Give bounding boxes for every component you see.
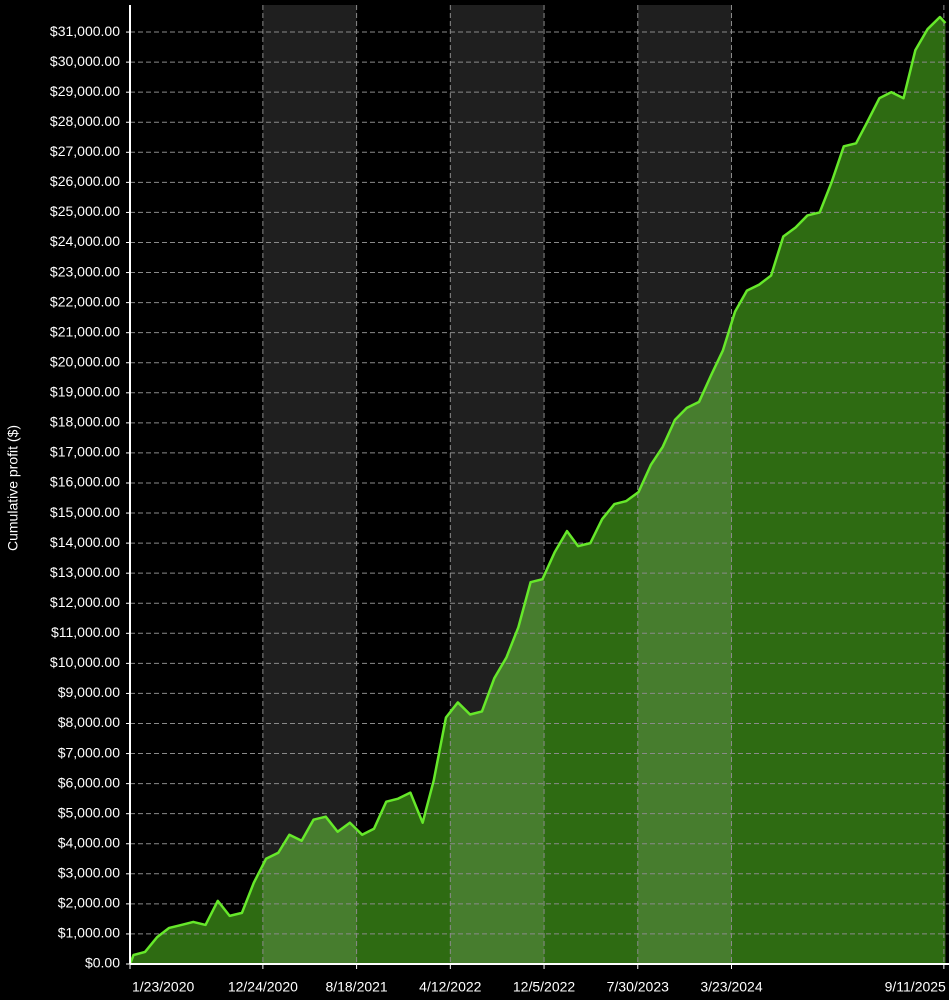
y-tick-label: $0.00	[85, 955, 120, 971]
y-tick-label: $26,000.00	[50, 173, 120, 189]
y-tick-label: $4,000.00	[58, 834, 120, 850]
y-tick-label: $16,000.00	[50, 474, 120, 490]
x-tick-label: 1/23/2020	[132, 979, 194, 995]
y-axis-label: Cumulative profit ($)	[5, 425, 21, 551]
y-tick-label: $3,000.00	[58, 865, 120, 881]
band	[637, 5, 732, 964]
y-tick-label: $19,000.00	[50, 384, 120, 400]
y-tick-label: $17,000.00	[50, 444, 120, 460]
y-tick-label: $24,000.00	[50, 233, 120, 249]
y-tick-label: $23,000.00	[50, 263, 120, 279]
y-tick-label: $8,000.00	[58, 714, 120, 730]
y-tick-label: $7,000.00	[58, 744, 120, 760]
y-tick-label: $18,000.00	[50, 414, 120, 430]
y-tick-label: $28,000.00	[50, 113, 120, 129]
y-tick-label: $12,000.00	[50, 594, 120, 610]
y-tick-label: $6,000.00	[58, 774, 120, 790]
x-tick-label: 7/30/2023	[607, 979, 669, 995]
x-tick-label: 4/12/2022	[419, 979, 481, 995]
y-tick-label: $31,000.00	[50, 23, 120, 39]
y-tick-label: $5,000.00	[58, 804, 120, 820]
y-tick-label: $10,000.00	[50, 654, 120, 670]
y-tick-label: $13,000.00	[50, 564, 120, 580]
y-tick-label: $30,000.00	[50, 53, 120, 69]
line	[128, 15, 947, 965]
x-tick-label: 8/18/2021	[325, 979, 387, 995]
x-tick-label: 12/5/2022	[513, 979, 575, 995]
band	[450, 5, 545, 964]
y-tick-label: $11,000.00	[51, 624, 120, 640]
y-tick-label: $1,000.00	[58, 925, 120, 941]
y-tick-label: $20,000.00	[50, 353, 120, 369]
y-tick-label: $15,000.00	[50, 504, 120, 520]
y-tick-label: $21,000.00	[50, 323, 120, 339]
x-tick-label: 12/24/2020	[228, 979, 298, 995]
y-tick-label: $2,000.00	[58, 895, 120, 911]
y-tick-label: $9,000.00	[58, 684, 120, 700]
band	[262, 5, 357, 964]
x-tick-label: 9/11/2025	[885, 979, 946, 995]
x-tick-label: 3/23/2024	[700, 979, 762, 995]
y-tick-label: $22,000.00	[50, 293, 120, 309]
y-tick-label: $25,000.00	[50, 203, 120, 219]
y-tick-label: $14,000.00	[50, 534, 120, 550]
y-tick-label: $27,000.00	[50, 143, 120, 159]
y-tick-label: $29,000.00	[50, 83, 120, 99]
area	[130, 17, 946, 964]
